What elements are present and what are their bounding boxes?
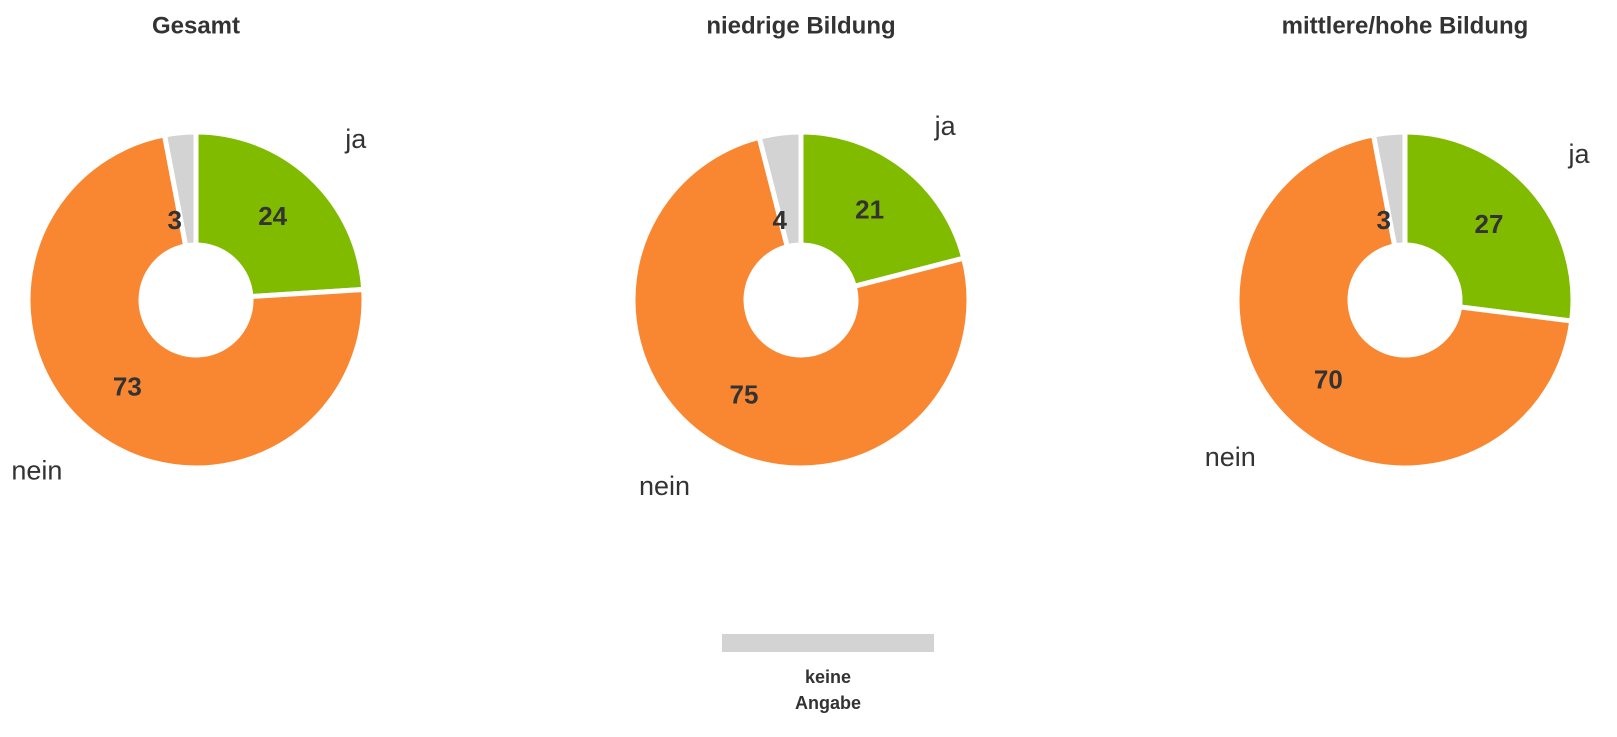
category-label: ja — [344, 124, 367, 154]
category-label: nein — [1205, 442, 1256, 472]
value-label: 27 — [1475, 209, 1504, 239]
donut-segment — [1234, 132, 1575, 471]
category-label: ja — [934, 111, 957, 141]
donut-segment — [630, 134, 972, 471]
category-label: ja — [1568, 139, 1591, 169]
chart-title: Gesamt — [152, 12, 240, 39]
value-label: 75 — [730, 379, 759, 409]
legend-label: keine Angabe — [794, 667, 861, 713]
donut-segment — [1370, 129, 1408, 249]
value-label: 21 — [855, 194, 884, 224]
donut-segment — [161, 129, 199, 249]
donut-segment — [1402, 129, 1576, 324]
donut-segment — [798, 129, 967, 290]
category-label: nein — [11, 455, 62, 485]
donut-segment — [193, 129, 367, 300]
value-label: 4 — [773, 205, 788, 235]
legend-swatch — [722, 634, 934, 652]
value-label: 73 — [113, 371, 142, 401]
value-label: 3 — [1377, 205, 1391, 235]
donut-segment — [25, 132, 367, 471]
donut-segment — [756, 129, 804, 250]
legend: keine Angabe — [738, 664, 918, 716]
value-label: 3 — [168, 205, 182, 235]
value-label: 24 — [258, 201, 287, 231]
value-label: 70 — [1314, 365, 1343, 395]
category-label: nein — [639, 471, 690, 501]
chart-title: mittlere/hohe Bildung — [1282, 12, 1529, 39]
chart-title: niedrige Bildung — [706, 12, 895, 39]
